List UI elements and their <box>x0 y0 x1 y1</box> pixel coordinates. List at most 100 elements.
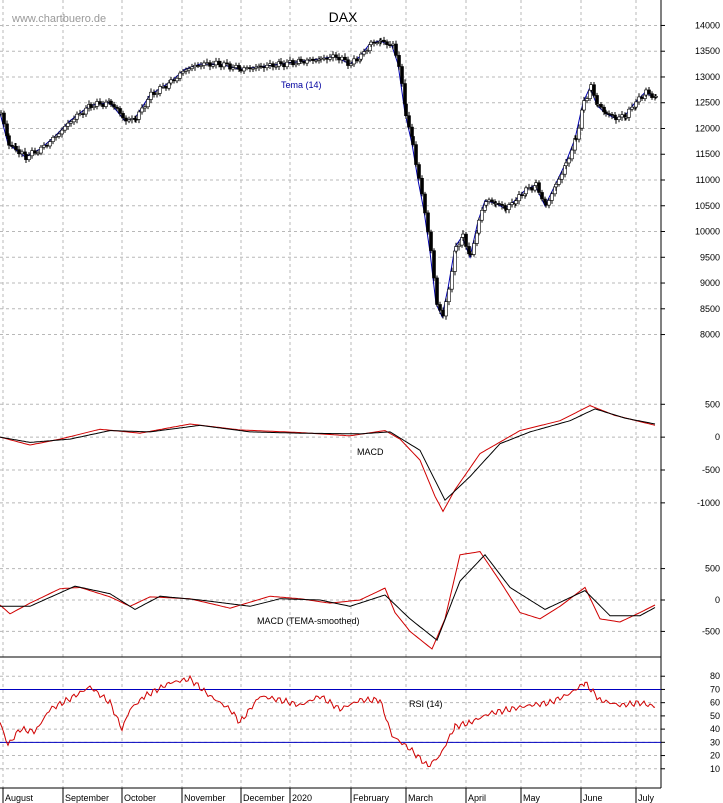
candle-body <box>599 104 603 108</box>
indicator-series-line <box>0 674 656 768</box>
candle-body <box>175 77 179 82</box>
candle-body <box>81 113 85 115</box>
candle-body <box>340 56 344 61</box>
candle-body <box>487 199 491 202</box>
candle-body <box>48 141 52 147</box>
candle-body <box>265 64 269 69</box>
y-tick-label: 500 <box>705 399 720 409</box>
candle-body <box>36 152 40 155</box>
candle-body <box>302 61 306 64</box>
panel-frames <box>0 0 662 789</box>
y-tick-label: 14000 <box>695 20 720 30</box>
y-tick-label: 9500 <box>700 252 720 262</box>
candle-body <box>225 62 229 65</box>
y-tick-label: 20 <box>710 751 720 761</box>
candle-body <box>423 193 427 214</box>
y-tick-label: 10000 <box>695 227 720 237</box>
candle-body <box>414 144 418 165</box>
candle-body <box>268 63 272 66</box>
candle-body <box>544 202 548 206</box>
candle-body <box>417 164 421 179</box>
candle-body <box>10 144 14 147</box>
candle-body <box>654 96 658 98</box>
candle-body <box>208 62 212 67</box>
candle-body <box>527 187 531 189</box>
candle-body <box>140 107 144 113</box>
candle-body <box>607 113 611 115</box>
candle-body <box>69 121 73 124</box>
candle-body <box>42 144 46 148</box>
candle-body <box>187 68 191 71</box>
candle-body <box>534 182 538 186</box>
candle-body <box>411 136 415 145</box>
candle-body <box>472 243 476 255</box>
candle-layer <box>0 36 658 320</box>
candle-body <box>447 288 451 302</box>
candle-body <box>161 86 165 88</box>
y-tick-label: 60 <box>710 698 720 708</box>
candle-body <box>484 201 488 206</box>
candle-body <box>222 62 226 68</box>
candle-body <box>112 104 116 108</box>
candle-body <box>254 66 258 69</box>
candle-body <box>494 203 498 205</box>
candle-body <box>630 106 634 110</box>
candle-body <box>346 59 350 66</box>
month-label: February <box>353 793 390 803</box>
candle-body <box>650 93 654 98</box>
candle-body <box>237 65 241 70</box>
candle-body <box>589 84 593 91</box>
candle-body <box>109 100 113 105</box>
candle-body <box>72 118 76 123</box>
candle-body <box>242 67 246 72</box>
candle-body <box>2 112 6 125</box>
candle-body <box>337 57 341 61</box>
candle-body <box>624 116 628 119</box>
candle-body <box>172 79 176 82</box>
candle-body <box>98 101 102 105</box>
candle-body <box>314 59 318 62</box>
candle-body <box>617 116 621 120</box>
candle-body <box>89 104 93 108</box>
candle-body <box>54 136 58 138</box>
candle-body <box>480 210 484 221</box>
candle-body <box>167 82 171 89</box>
candle-body <box>359 53 363 60</box>
candle-body <box>325 57 329 60</box>
candle-body <box>407 115 411 128</box>
candle-body <box>596 104 600 106</box>
candle-body <box>143 106 147 109</box>
candle-body <box>343 56 347 61</box>
candle-body <box>178 72 182 79</box>
month-label: November <box>184 793 226 803</box>
candle-body <box>379 39 383 42</box>
candle-body <box>577 127 581 140</box>
candle-body <box>311 58 315 61</box>
candle-body <box>45 144 49 147</box>
candle-body <box>30 150 34 157</box>
candle-body <box>158 86 162 94</box>
candle-body <box>14 145 18 150</box>
candle-body <box>7 135 11 146</box>
candle-body <box>524 187 528 195</box>
candle-body <box>104 101 108 107</box>
candle-body <box>319 57 323 60</box>
candle-body <box>66 122 70 127</box>
candle-body <box>537 182 541 193</box>
candle-body <box>429 231 433 251</box>
candle-body <box>228 63 232 70</box>
candle-body <box>124 117 128 122</box>
candle-body <box>634 101 638 108</box>
candle-body <box>115 106 119 109</box>
candle-body <box>647 89 651 94</box>
axis-labels: August September October November December 20… <box>2 20 720 803</box>
candle-body <box>262 66 266 69</box>
candle-body <box>585 98 589 101</box>
candle-body <box>382 39 386 43</box>
candle-body <box>394 43 398 56</box>
candle-body <box>497 203 501 205</box>
y-tick-label: 70 <box>710 684 720 694</box>
y-tick-label: 9000 <box>700 278 720 288</box>
candle-body <box>504 208 508 210</box>
candle-body <box>20 151 24 155</box>
